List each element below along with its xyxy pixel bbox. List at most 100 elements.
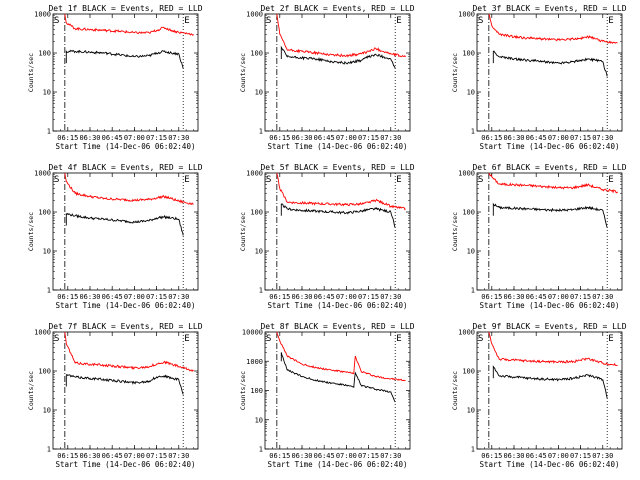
y-tick-label: 1000 [34, 329, 51, 337]
y-tick-label: 100 [250, 387, 263, 395]
x-tick-label: 06:15 [269, 293, 290, 301]
chart-title: Det 7f BLACK = Events, RED = LLD [48, 322, 202, 331]
chart-panel-3: Det 3f BLACK = Events, RED = LLD 1 10 100 10… [451, 4, 627, 151]
y-axis-label: Counts/sec [451, 212, 459, 251]
y-tick-label: 1000 [34, 170, 51, 178]
x-tick-label: 07:30 [592, 293, 613, 301]
x-tick-label: 06:30 [503, 452, 524, 460]
chart-panel-8: Det 8f BLACK = Events, RED = LLD 1 10 100 10… [239, 322, 415, 469]
x-axis-label: Start Time (14-Dec-06 06:02:40) [56, 460, 196, 469]
y-tick-label: 10000 [242, 329, 263, 337]
series-lld-line [276, 331, 406, 382]
y-tick-label: 1 [47, 287, 51, 295]
x-tick-label: 07:15 [358, 134, 379, 142]
x-tick-label: 06:45 [526, 134, 547, 142]
x-tick-label: 06:15 [481, 293, 502, 301]
end-marker-label: E [608, 175, 613, 185]
y-tick-label: 1 [47, 128, 51, 136]
y-axis-label: Counts/sec [239, 53, 247, 92]
series-lld-line [276, 172, 406, 211]
plot-frame [476, 172, 623, 291]
x-tick-label: 07:15 [570, 452, 591, 460]
chart-title: Det 2f BLACK = Events, RED = LLD [260, 4, 414, 13]
y-tick-label: 1000 [458, 170, 475, 178]
y-tick-label: 100 [38, 368, 51, 376]
y-tick-label: 10 [255, 416, 263, 424]
y-tick-label: 1 [471, 287, 475, 295]
x-tick-label: 06:45 [102, 452, 123, 460]
x-tick-label: 06:30 [291, 452, 312, 460]
start-marker-label: S [54, 175, 59, 185]
y-tick-label: 100 [250, 209, 263, 217]
x-tick-label: 06:30 [79, 134, 100, 142]
x-tick-label: 06:30 [79, 452, 100, 460]
end-marker-label: E [184, 334, 189, 344]
series-lld-line [488, 172, 618, 194]
x-tick-label: 07:00 [124, 452, 145, 460]
x-tick-label: 07:00 [548, 452, 569, 460]
x-axis-label: Start Time (14-Dec-06 06:02:40) [56, 301, 196, 310]
x-tick-label: 06:45 [314, 134, 335, 142]
chart-title: Det 6f BLACK = Events, RED = LLD [472, 163, 626, 172]
series-events-line [492, 50, 608, 77]
x-tick-label: 06:45 [526, 293, 547, 301]
x-tick-label: 07:30 [380, 293, 401, 301]
y-tick-label: 10 [467, 407, 475, 415]
y-tick-label: 1000 [246, 358, 263, 366]
x-tick-label: 07:15 [358, 452, 379, 460]
y-tick-label: 10 [43, 89, 51, 97]
plot-frame [476, 13, 623, 132]
start-marker-label: S [478, 16, 483, 26]
end-marker-label: E [396, 175, 401, 185]
chart-title: Det 8f BLACK = Events, RED = LLD [260, 322, 414, 331]
y-tick-label: 10 [43, 407, 51, 415]
x-tick-label: 07:30 [380, 452, 401, 460]
y-tick-label: 1 [471, 446, 475, 454]
end-marker-label: E [396, 334, 401, 344]
x-tick-label: 07:00 [336, 134, 357, 142]
y-tick-label: 1000 [246, 11, 263, 19]
y-tick-label: 1000 [458, 329, 475, 337]
plot-frame [264, 172, 411, 291]
x-tick-label: 06:15 [269, 134, 290, 142]
series-events-line [280, 45, 396, 69]
y-tick-label: 1 [471, 128, 475, 136]
y-tick-label: 10 [255, 89, 263, 97]
y-tick-label: 100 [462, 368, 475, 376]
series-events-line [492, 202, 608, 228]
start-marker-label: S [266, 175, 271, 185]
series-lld-line [64, 331, 194, 373]
x-tick-label: 07:15 [570, 293, 591, 301]
y-axis-label: Counts/sec [239, 212, 247, 251]
y-tick-label: 10 [255, 248, 263, 256]
x-tick-label: 07:00 [336, 452, 357, 460]
chart-panel-7: Det 7f BLACK = Events, RED = LLD 1 10 100 10… [27, 322, 203, 469]
x-tick-label: 06:15 [57, 293, 78, 301]
x-tick-label: 06:15 [57, 134, 78, 142]
x-tick-label: 06:45 [102, 293, 123, 301]
chart-panel-5: Det 5f BLACK = Events, RED = LLD 1 10 100 10… [239, 163, 415, 310]
chart-title: Det 9f BLACK = Events, RED = LLD [472, 322, 626, 331]
y-tick-label: 1000 [34, 11, 51, 19]
y-axis-label: Counts/sec [451, 371, 459, 410]
y-tick-label: 1 [259, 287, 263, 295]
x-tick-label: 07:30 [168, 293, 189, 301]
end-marker-label: E [608, 16, 613, 26]
y-axis-label: Counts/sec [451, 53, 459, 92]
x-tick-label: 06:30 [503, 293, 524, 301]
x-tick-label: 07:00 [548, 134, 569, 142]
x-tick-label: 07:00 [124, 293, 145, 301]
x-tick-label: 07:00 [548, 293, 569, 301]
x-tick-label: 06:15 [481, 134, 502, 142]
y-tick-label: 10 [467, 248, 475, 256]
series-events-line [492, 365, 608, 399]
end-marker-label: E [184, 175, 189, 185]
y-tick-label: 100 [38, 209, 51, 217]
chart-panel-2: Det 2f BLACK = Events, RED = LLD 1 10 100 10… [239, 4, 415, 151]
x-tick-label: 07:15 [570, 134, 591, 142]
x-tick-label: 07:15 [358, 293, 379, 301]
chart-panel-1: Det 1f BLACK = Events, RED = LLD 1 10 100 10… [27, 4, 203, 151]
x-tick-label: 07:30 [380, 134, 401, 142]
series-events-line [280, 203, 396, 228]
x-tick-label: 07:15 [146, 293, 167, 301]
